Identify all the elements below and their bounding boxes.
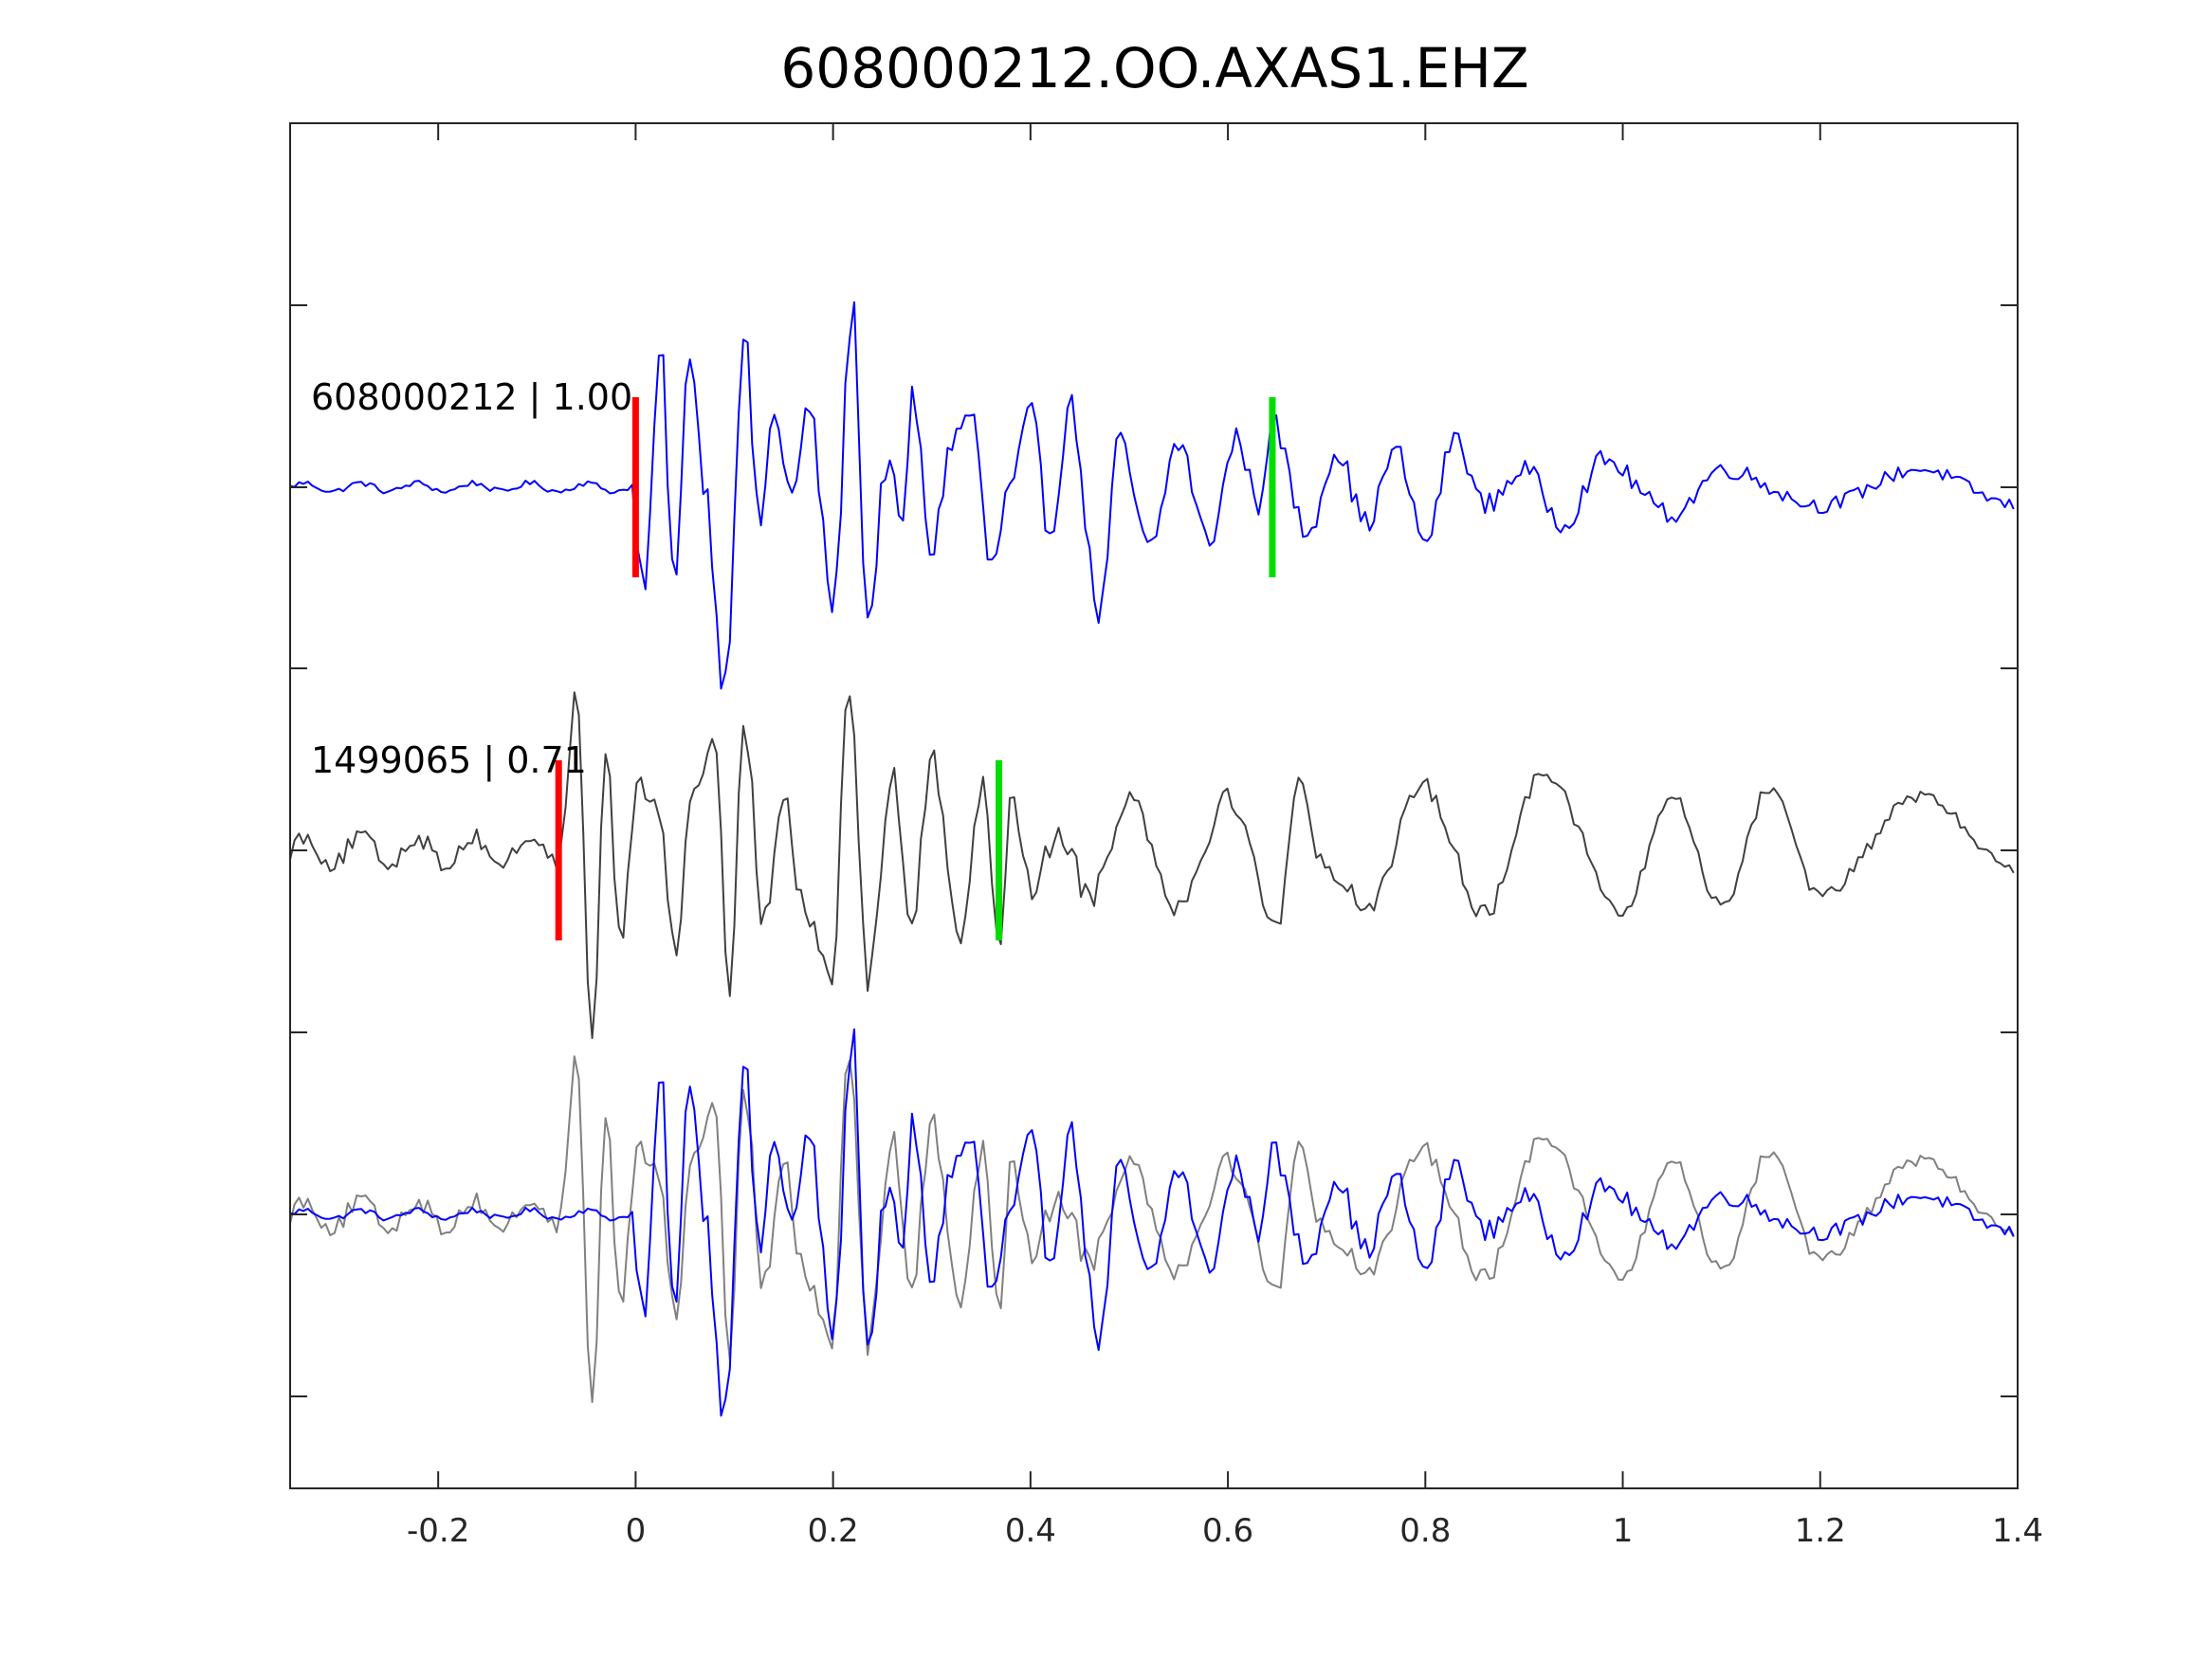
- trace-label-2: 1499065 | 0.71: [311, 739, 587, 782]
- waveform-trace-2: [289, 691, 2015, 1039]
- x-tick-label-3: 0.4: [1005, 1512, 1056, 1550]
- traces-layer: [289, 301, 2015, 1417]
- x-tick-label-0: -0.2: [407, 1512, 469, 1550]
- trace-labels-layer: 608000212 | 1.00 1499065 | 0.71: [311, 376, 632, 782]
- chart-title: 608000212.OO.AXAS1.EHZ: [780, 36, 1528, 100]
- waveform-trace-1: [289, 301, 2015, 690]
- x-tick-label-6: 1: [1613, 1512, 1634, 1550]
- axes-box: [289, 122, 2019, 1489]
- picks-layer: [555, 397, 1276, 940]
- x-tick-label-4: 0.6: [1202, 1512, 1253, 1550]
- x-tick-label-8: 1.4: [1992, 1512, 2043, 1550]
- trace-label-1: 608000212 | 1.00: [311, 376, 632, 419]
- overlay-waveform-1: [289, 1055, 2015, 1403]
- x-tick-label-7: 1.2: [1795, 1512, 1846, 1550]
- overlay-waveform-2: [289, 1028, 2015, 1417]
- x-tick-label-1: 0: [626, 1512, 647, 1550]
- x-tick-label-5: 0.8: [1399, 1512, 1451, 1550]
- x-tick-label-2: 0.2: [808, 1512, 859, 1550]
- axes-layer: -0.2 0 0.2 0.4 0.6 0.8 1 1.2 1.4: [289, 122, 2043, 1550]
